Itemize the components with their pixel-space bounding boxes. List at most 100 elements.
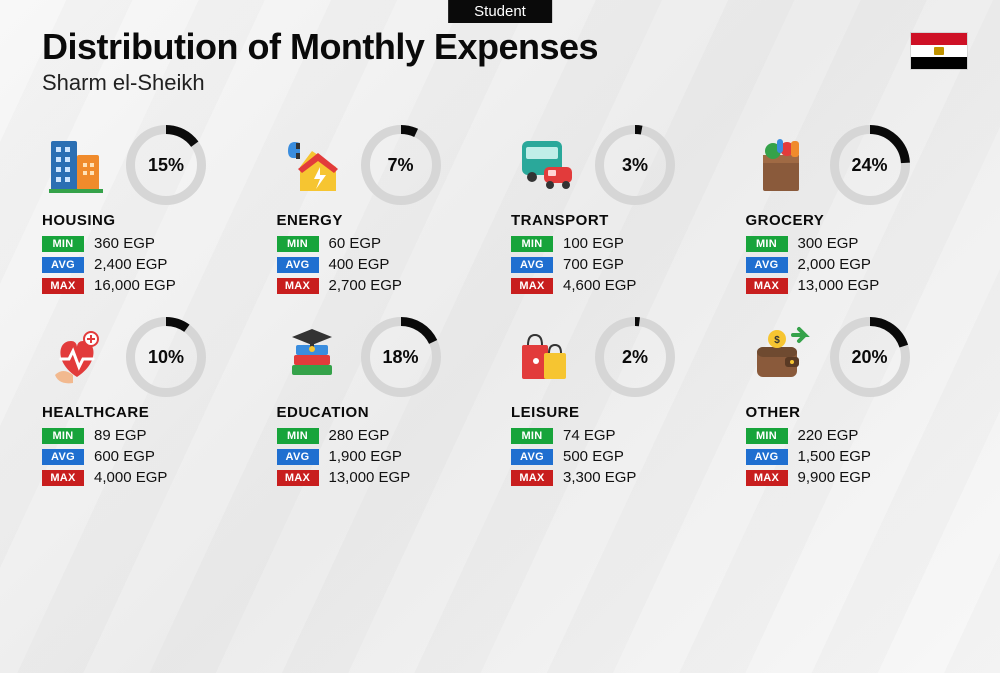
stat-avg: AVG 2,000 EGP [746,256,959,273]
stat-min: MIN 89 EGP [42,427,255,444]
avg-value: 500 EGP [563,448,624,465]
avg-tag: AVG [277,449,319,465]
page-title: Distribution of Monthly Expenses [42,26,958,68]
avg-value: 1,500 EGP [798,448,871,465]
category-card-housing: 15% HOUSING MIN 360 EGP AVG 2,400 EGP MA… [42,124,255,298]
min-tag: MIN [42,428,84,444]
percent-donut: 7% [361,125,441,205]
max-tag: MAX [42,278,84,294]
buildings-icon [42,130,112,200]
min-tag: MIN [746,428,788,444]
avg-tag: AVG [746,449,788,465]
stat-max: MAX 4,600 EGP [511,277,724,294]
stat-min: MIN 60 EGP [277,235,490,252]
max-tag: MAX [42,470,84,486]
percent-donut: 20% [830,317,910,397]
percent-donut: 24% [830,125,910,205]
category-name: HEALTHCARE [42,404,255,421]
shopping-bags-icon [511,322,581,392]
card-header: 2% [511,316,724,398]
category-name: HOUSING [42,212,255,229]
categories-grid: 15% HOUSING MIN 360 EGP AVG 2,400 EGP MA… [0,96,1000,490]
percent-label: 2% [595,317,675,397]
grad-books-icon [277,322,347,392]
min-value: 280 EGP [329,427,390,444]
min-tag: MIN [746,236,788,252]
card-header: 10% [42,316,255,398]
wallet-cash-icon: $ [746,322,816,392]
avg-tag: AVG [511,257,553,273]
stat-max: MAX 13,000 EGP [277,469,490,486]
avg-value: 1,900 EGP [329,448,402,465]
max-tag: MAX [511,278,553,294]
max-value: 3,300 EGP [563,469,636,486]
role-badge: Student [448,0,552,23]
avg-value: 2,000 EGP [798,256,871,273]
percent-label: 24% [830,125,910,205]
flag-stripe-top [911,33,967,45]
min-tag: MIN [511,236,553,252]
min-tag: MIN [42,236,84,252]
stat-max: MAX 3,300 EGP [511,469,724,486]
stat-min: MIN 100 EGP [511,235,724,252]
category-name: LEISURE [511,404,724,421]
card-header: 18% [277,316,490,398]
percent-donut: 15% [126,125,206,205]
percent-donut: 2% [595,317,675,397]
card-header: 15% [42,124,255,206]
page-subtitle: Sharm el-Sheikh [42,70,958,96]
category-name: ENERGY [277,212,490,229]
max-tag: MAX [277,278,319,294]
stat-avg: AVG 400 EGP [277,256,490,273]
stat-avg: AVG 600 EGP [42,448,255,465]
max-value: 13,000 EGP [798,277,880,294]
min-value: 60 EGP [329,235,382,252]
stat-avg: AVG 1,500 EGP [746,448,959,465]
stat-max: MAX 9,900 EGP [746,469,959,486]
stat-min: MIN 280 EGP [277,427,490,444]
category-name: OTHER [746,404,959,421]
min-tag: MIN [277,428,319,444]
category-name: EDUCATION [277,404,490,421]
card-header: 3% [511,124,724,206]
heart-care-icon [42,322,112,392]
category-card-education: 18% EDUCATION MIN 280 EGP AVG 1,900 EGP … [277,316,490,490]
stat-max: MAX 16,000 EGP [42,277,255,294]
max-tag: MAX [511,470,553,486]
avg-value: 400 EGP [329,256,390,273]
stat-avg: AVG 500 EGP [511,448,724,465]
grocery-bag-icon [746,130,816,200]
stat-max: MAX 13,000 EGP [746,277,959,294]
svg-text:$: $ [774,335,780,346]
max-tag: MAX [277,470,319,486]
percent-donut: 18% [361,317,441,397]
category-card-leisure: 2% LEISURE MIN 74 EGP AVG 500 EGP MAX 3,… [511,316,724,490]
max-value: 2,700 EGP [329,277,402,294]
percent-label: 20% [830,317,910,397]
percent-label: 7% [361,125,441,205]
min-value: 220 EGP [798,427,859,444]
min-tag: MIN [277,236,319,252]
avg-value: 700 EGP [563,256,624,273]
percent-donut: 10% [126,317,206,397]
stat-min: MIN 300 EGP [746,235,959,252]
percent-label: 15% [126,125,206,205]
percent-donut: 3% [595,125,675,205]
category-name: TRANSPORT [511,212,724,229]
category-card-healthcare: 10% HEALTHCARE MIN 89 EGP AVG 600 EGP MA… [42,316,255,490]
min-value: 360 EGP [94,235,155,252]
category-name: GROCERY [746,212,959,229]
country-flag [910,32,968,70]
avg-tag: AVG [511,449,553,465]
stat-min: MIN 360 EGP [42,235,255,252]
stat-max: MAX 4,000 EGP [42,469,255,486]
category-card-other: $ 20% OTHER MIN 220 EGP AVG 1,500 EGP MA… [746,316,959,490]
avg-value: 600 EGP [94,448,155,465]
max-value: 4,600 EGP [563,277,636,294]
card-header: 24% [746,124,959,206]
category-card-energy: 7% ENERGY MIN 60 EGP AVG 400 EGP MAX 2,7… [277,124,490,298]
min-value: 100 EGP [563,235,624,252]
avg-tag: AVG [277,257,319,273]
card-header: 7% [277,124,490,206]
avg-tag: AVG [42,449,84,465]
